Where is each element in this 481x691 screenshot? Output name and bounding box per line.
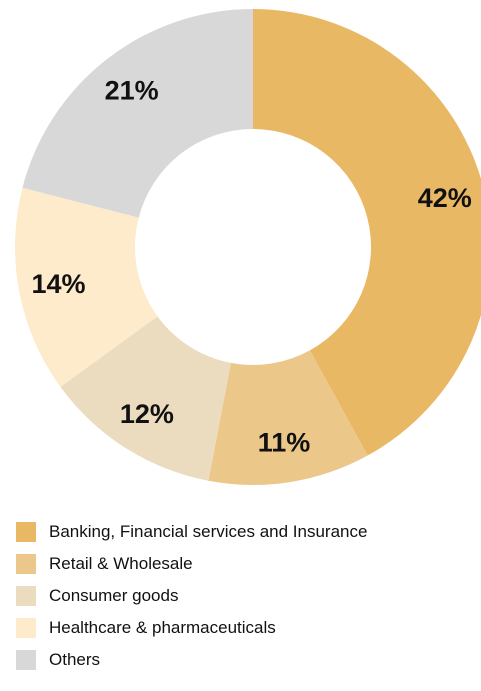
donut-chart: 42% 11% 12% 14% 21% [15, 9, 481, 486]
legend-item-retail-and-wholesale: Retail & Wholesale [16, 554, 367, 574]
legend: Banking, Financial services and Insuranc… [16, 522, 367, 682]
slice-retail-and-wholesale [208, 350, 368, 486]
slice-label-banking-financial-services-and-insurance: 42% [418, 183, 472, 213]
legend-label: Retail & Wholesale [49, 554, 193, 573]
slice-label-consumer-goods: 12% [120, 399, 174, 429]
legend-swatch [16, 586, 36, 606]
legend-swatch [16, 554, 36, 574]
slices-layer [15, 9, 481, 486]
slice-consumer-goods [60, 316, 231, 481]
legend-item-consumer-goods: Consumer goods [16, 586, 367, 606]
donut-chart-svg: 42% 11% 12% 14% 21% [15, 9, 481, 486]
legend-label: Banking, Financial services and Insuranc… [49, 522, 368, 541]
legend-swatch [16, 650, 36, 670]
slice-label-healthcare-and-pharmaceuticals: 14% [31, 269, 85, 299]
legend-item-healthcare-and-pharmaceuticals: Healthcare & pharmaceuticals [16, 618, 367, 638]
legend-item-others: Others [16, 650, 367, 670]
legend-swatch [16, 618, 36, 638]
slice-others [22, 9, 254, 218]
slice-banking-financial-services-and-insurance [253, 9, 481, 456]
slice-healthcare-and-pharmaceuticals [15, 187, 158, 387]
legend-item-banking-financial-services-and-insurance: Banking, Financial services and Insuranc… [16, 522, 367, 542]
legend-label: Healthcare & pharmaceuticals [49, 618, 276, 637]
slice-label-others: 21% [105, 76, 159, 106]
legend-swatch [16, 522, 36, 542]
slice-label-retail-and-wholesale: 11% [258, 428, 311, 458]
slice-labels-layer: 42% 11% 12% 14% 21% [31, 76, 471, 458]
legend-label: Others [49, 650, 101, 669]
legend-label: Consumer goods [49, 586, 179, 605]
